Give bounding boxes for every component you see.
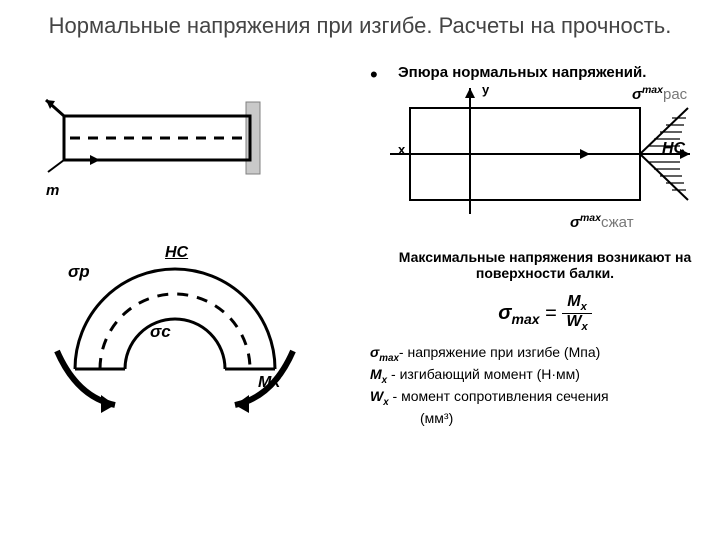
neutral-surface-label-left: НС — [165, 244, 188, 262]
def-wx: Wx - момент сопротивления сечения — [370, 388, 609, 408]
neutral-surface-label-right: НС — [662, 140, 685, 158]
def-wx-unit: (мм³) — [420, 410, 453, 426]
axis-x-label: x — [398, 142, 405, 157]
sigma-c-label: σс — [150, 322, 171, 342]
bullet-icon: • — [370, 62, 378, 88]
slide-body: m σр НС σс Mx • Эпюра нормальных напряже… — [0, 44, 720, 514]
sigma-p-label: σр — [68, 262, 90, 282]
sigma-max-top-label: σmaxрас — [632, 84, 687, 103]
moment-x-label: Mx — [258, 374, 280, 392]
max-stress-note: Максимальные напряжения возникают на пов… — [390, 249, 700, 281]
stress-diagram — [390, 84, 710, 234]
stress-formula: σmax = Mx Wx — [390, 294, 700, 335]
moment-label-m: m — [46, 182, 59, 199]
sigma-max-bot-label: σmaxсжат — [570, 212, 634, 231]
beam-diagram — [40, 74, 300, 214]
axis-y-label: y — [482, 82, 489, 97]
page-title: Нормальные напряжения при изгибе. Расчет… — [0, 0, 720, 44]
def-sigma: σmax- напряжение при изгибе (Мпа) — [370, 344, 600, 364]
stress-diagram-title: Эпюра нормальных напряжений. — [398, 64, 646, 81]
def-mx: Mx - изгибающий момент (Н·мм) — [370, 366, 580, 386]
